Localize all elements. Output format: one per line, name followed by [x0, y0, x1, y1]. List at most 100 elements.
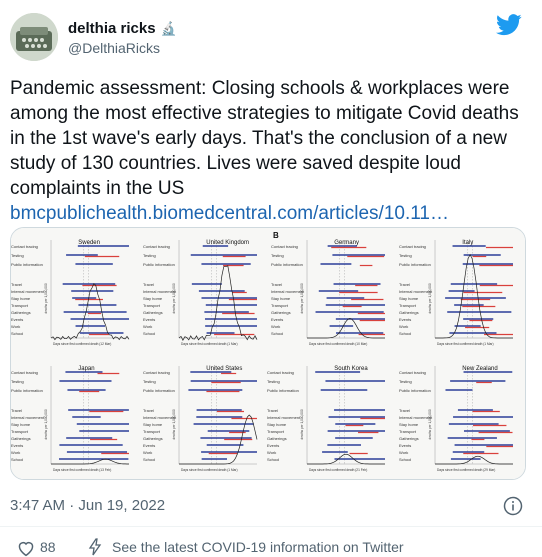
measure-label: Stay home [399, 422, 419, 427]
measure-label: Contact tracing [143, 244, 170, 249]
measure-label: Testing [11, 253, 24, 258]
measure-label: Internal movement [11, 415, 45, 420]
measure-label: Transport [271, 303, 289, 308]
death-curve [178, 265, 258, 341]
measure-label: Internal movement [143, 289, 177, 294]
measure-label: School [399, 331, 411, 336]
measure-label: Work [143, 324, 152, 329]
measure-label: Gatherings [143, 310, 163, 315]
measure-label: Work [143, 450, 152, 455]
measure-label: Events [399, 443, 411, 448]
measure-label: Events [143, 443, 155, 448]
like-count[interactable]: 88 [40, 539, 56, 555]
measure-label: Travel [399, 408, 410, 413]
measure-label: Work [11, 324, 20, 329]
measure-label: Testing [11, 379, 24, 384]
measure-label: Transport [143, 303, 161, 308]
measure-label: Internal movement [271, 289, 305, 294]
measure-label: Stay home [399, 296, 419, 301]
display-name[interactable]: delthia ricks 🔬 [68, 20, 177, 37]
country-panel-sweden: Contact tracing Testing Public information… [11, 240, 130, 346]
measure-label: Travel [11, 282, 22, 287]
measure-label: Contact tracing [399, 244, 426, 249]
y-axis-label: deaths per 1,000,000 [172, 409, 176, 439]
measure-label: Work [271, 324, 280, 329]
tweet-timestamp[interactable]: 3:47 AM · Jun 19, 2022 [10, 497, 166, 514]
y-axis-label: deaths per 1,000,000 [300, 283, 304, 313]
measure-label: Contact tracing [143, 370, 170, 375]
avatar[interactable] [10, 13, 58, 61]
country-title: Germany [334, 240, 359, 246]
country-title: Japan [78, 366, 94, 372]
measure-label: School [271, 331, 283, 336]
death-curve [51, 458, 129, 465]
country-title: Sweden [78, 240, 100, 246]
measure-label: Testing [143, 253, 156, 258]
measure-label: Stay home [11, 422, 31, 427]
measure-label: Events [267, 443, 279, 448]
death-curve [307, 453, 385, 465]
measure-label: Stay home [271, 296, 291, 301]
measure-label: Internal movement [399, 289, 433, 294]
display-name-text: delthia ricks [68, 20, 156, 37]
divider [0, 526, 542, 527]
measure-label: Testing [399, 379, 412, 384]
measure-label: Gatherings [399, 310, 419, 315]
info-icon[interactable] [503, 496, 523, 516]
tweet-image[interactable]: B Contact tracing Testing Public informatio… [10, 227, 526, 480]
measure-label: Internal movement [11, 289, 45, 294]
covid-info-link[interactable]: See the latest COVID-19 information on T… [112, 539, 404, 555]
measure-label: School [143, 331, 155, 336]
measure-label: Transport [267, 429, 285, 434]
measure-label: Stay home [143, 296, 163, 301]
heart-icon[interactable] [16, 539, 36, 557]
country-panel-japan: Contact tracing Testing Public information… [11, 366, 129, 472]
x-axis-label: Days since first confirmed death (13 Feb… [53, 468, 111, 472]
tweet-header: delthia ricks 🔬 @DelthiaRicks [10, 8, 532, 64]
measure-label: Gatherings [267, 436, 287, 441]
death-curve [179, 414, 258, 465]
measure-label: Internal movement [143, 415, 177, 420]
measure-label: Travel [271, 282, 282, 287]
country-title: United Kingdom [206, 240, 249, 246]
measure-label: Events [11, 317, 23, 322]
figure-svg: B Contact tracing Testing Public informatio… [11, 228, 525, 479]
measure-label: Public information [399, 262, 431, 267]
twitter-bird-icon[interactable] [496, 14, 522, 36]
user-handle[interactable]: @DelthiaRicks [68, 40, 161, 56]
country-panel-united-states: Contact tracing Testing Public information… [143, 366, 258, 472]
tweet-link[interactable]: bmcpublichealth.biomedcentral.com/articl… [10, 203, 449, 224]
death-curve [435, 253, 513, 339]
measure-label: School [11, 331, 23, 336]
measure-label: Gatherings [11, 310, 31, 315]
measure-label: Events [271, 317, 283, 322]
x-axis-label: Days since first confirmed death (12 Mar… [53, 342, 111, 346]
country-title: New Zealand [462, 366, 497, 372]
measure-label: School [399, 457, 411, 462]
measure-label: Contact tracing [271, 244, 298, 249]
measure-label: Testing [399, 253, 412, 258]
measure-label: Transport [11, 429, 29, 434]
country-title: Italy [462, 240, 473, 246]
measure-label: Contact tracing [11, 244, 38, 249]
measure-label: Events [11, 443, 23, 448]
measure-label: Stay home [267, 422, 287, 427]
measure-label: Public information [399, 388, 431, 393]
y-axis-label: deaths per 1,000,000 [172, 283, 176, 313]
x-axis-label: Days since first confirmed death (21 Feb… [309, 468, 367, 472]
measure-label: Gatherings [399, 436, 419, 441]
measure-label: Transport [399, 303, 417, 308]
measure-label: Testing [271, 253, 284, 258]
measure-label: Public information [267, 388, 299, 393]
measure-label: Contact tracing [399, 370, 426, 375]
figure-background [11, 228, 525, 479]
death-curve [307, 318, 385, 339]
measure-label: Travel [399, 282, 410, 287]
x-axis-label: Days since first confirmed death (29 Mar… [437, 468, 495, 472]
measure-label: Transport [399, 429, 417, 434]
measure-label: Internal movement [267, 415, 301, 420]
measure-label: Public information [11, 388, 43, 393]
x-axis-label: Days since first confirmed death (10 Mar… [309, 342, 367, 346]
country-panel-italy: Contact tracing Testing Public information… [399, 240, 513, 346]
tweet-body: Pandemic assessment: Closing schools & w… [10, 78, 519, 199]
